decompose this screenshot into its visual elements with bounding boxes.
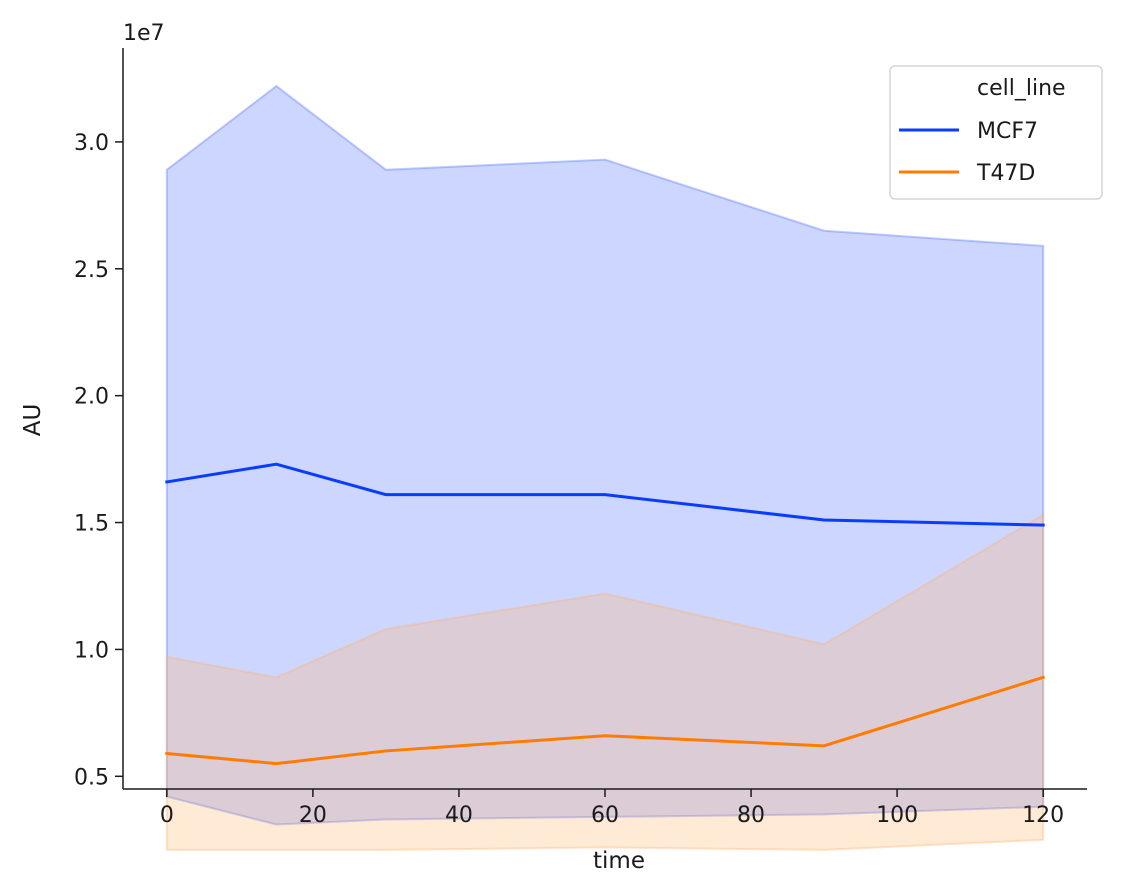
confidence-bands (165, 84, 1045, 851)
x-tick-label: 60 (591, 803, 619, 828)
series-line-t47d (165, 675, 1046, 766)
legend-label-mcf7: MCF7 (977, 119, 1038, 144)
series-line-mcf7 (165, 462, 1045, 527)
axes: 0 20 40 60 80 100 120 0.5 1.0 1.5 2.0 2.5 3.0 (74, 48, 1087, 828)
x-tick-label: 0 (160, 803, 174, 828)
x-tick-label: 20 (299, 803, 327, 828)
x-tick-label: 100 (876, 803, 918, 828)
x-axis-title: time (593, 848, 645, 874)
y-tick-label: 1.0 (74, 638, 109, 663)
legend-label-t47d: T47D (976, 161, 1035, 186)
x-tick-label: 120 (1022, 803, 1064, 828)
x-tick-label: 80 (737, 803, 765, 828)
series-lines (165, 462, 1046, 766)
y-offset-label: 1e7 (123, 21, 165, 46)
y-tick-label: 2.0 (74, 385, 109, 410)
confidence-band-t47d (165, 513, 1045, 851)
x-tick-label: 40 (445, 803, 473, 828)
legend-frame (889, 65, 1103, 200)
y-tick-label: 2.5 (74, 258, 109, 283)
y-tick-label: 3.0 (74, 131, 109, 156)
y-tick-label: 1.5 (74, 512, 109, 537)
y-tick-label: 0.5 (74, 765, 109, 790)
y-axis-title: AU (20, 404, 46, 437)
legend: cell_line MCF7 T47D (889, 65, 1103, 200)
confidence-band-mcf7 (165, 84, 1045, 826)
legend-title: cell_line (977, 76, 1066, 101)
